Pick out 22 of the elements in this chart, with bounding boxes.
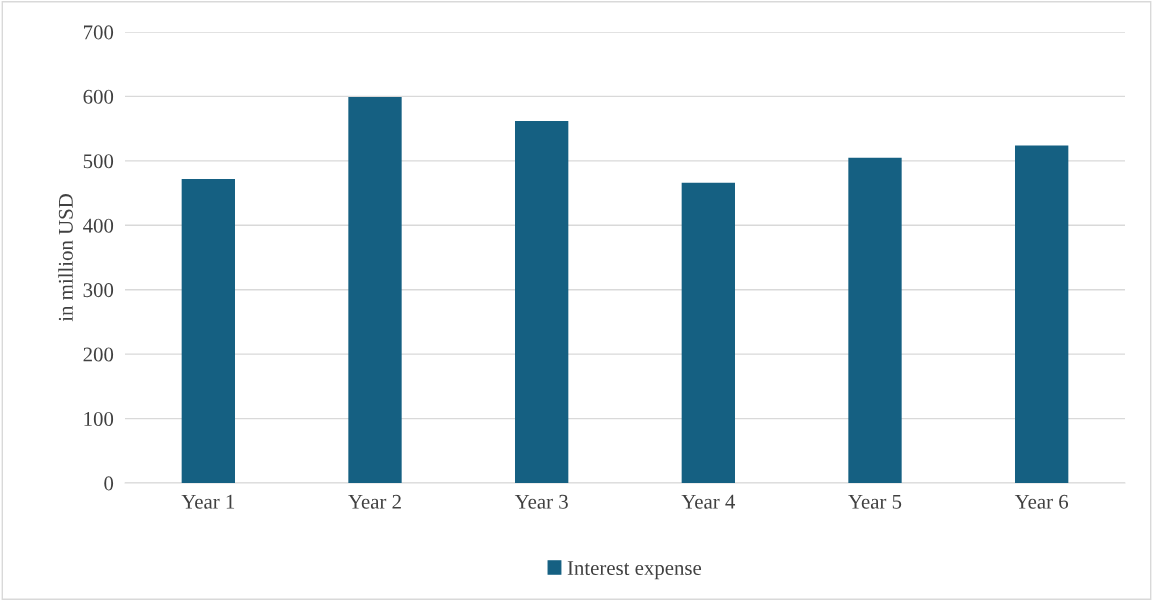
y-tick-label: 0 xyxy=(104,476,114,491)
y-tick-label: 300 xyxy=(83,283,114,298)
x-tick-label: Year 2 xyxy=(348,494,401,509)
bar xyxy=(1015,145,1069,483)
bar xyxy=(181,178,235,483)
legend-label: Interest expense xyxy=(567,561,702,580)
y-tick-label: 100 xyxy=(84,411,114,426)
x-tick-label: Year 3 xyxy=(514,494,568,509)
bar xyxy=(848,157,902,483)
y-tick-label: 400 xyxy=(83,218,114,233)
y-tick-label: 500 xyxy=(83,154,114,169)
y-axis-title: in million USD xyxy=(58,194,73,322)
bar xyxy=(515,120,569,483)
y-tick-label: 700 xyxy=(84,25,114,40)
y-tick-label: 200 xyxy=(83,347,114,362)
x-tick-label: Year 5 xyxy=(848,494,902,509)
x-tick-label: Year 6 xyxy=(1014,494,1069,509)
x-tick-label: Year 1 xyxy=(181,494,235,509)
x-tick-label: Year 4 xyxy=(681,494,736,509)
bar xyxy=(348,97,402,483)
bar xyxy=(681,182,735,483)
y-tick-label: 600 xyxy=(83,89,114,104)
